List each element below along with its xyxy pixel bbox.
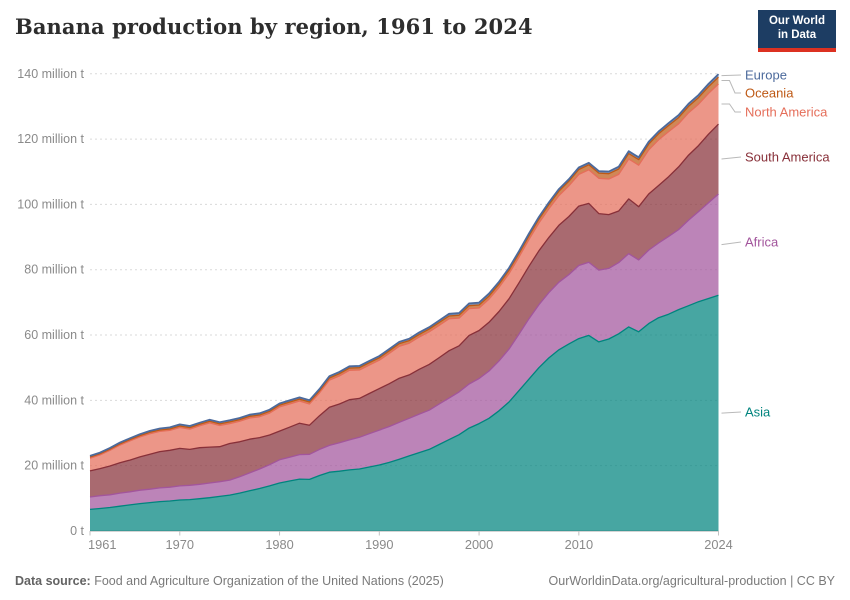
data-source-label: Data source: <box>15 574 91 588</box>
line-europe <box>89 73 720 457</box>
legend-connector <box>721 241 742 246</box>
legend-label-north-america[interactable]: North America <box>745 105 828 120</box>
legend-label-africa[interactable]: Africa <box>745 235 779 250</box>
line-south-america <box>89 123 719 472</box>
legend-label-oceania[interactable]: Oceania <box>745 86 794 101</box>
line-oceania <box>89 76 719 458</box>
x-tick-label: 1990 <box>365 537 393 552</box>
line-asia <box>89 294 719 511</box>
chart-footer: Data source: Food and Agriculture Organi… <box>15 574 835 588</box>
owid-logo-line1: Our World <box>768 15 825 28</box>
y-tick-label: 0 t <box>70 524 84 538</box>
legend-label-europe[interactable]: Europe <box>745 68 787 83</box>
owid-logo-text: Our World in Data <box>769 15 825 43</box>
footer-separator: | <box>786 574 797 588</box>
legend-label-asia[interactable]: Asia <box>745 405 771 420</box>
footer-attribution: OurWorldinData.org/agricultural-producti… <box>549 574 835 588</box>
area-asia[interactable] <box>90 295 719 531</box>
license-label: CC BY <box>796 574 835 588</box>
legend-connector <box>721 411 742 414</box>
data-source-text: Food and Agriculture Organization of the… <box>94 574 444 588</box>
owid-url-link[interactable]: OurWorldinData.org/agricultural-producti… <box>548 574 787 588</box>
data-source: Data source: Food and Agriculture Organi… <box>15 574 444 588</box>
line-north-america <box>89 83 719 459</box>
area-south-america[interactable] <box>90 124 719 497</box>
legend-connector <box>721 103 741 113</box>
owid-logo-line2: in Data <box>777 29 817 41</box>
legend-label-south-america[interactable]: South America <box>745 150 830 165</box>
owid-logo[interactable]: Our World in Data <box>758 10 836 52</box>
y-tick-label: 60 million t <box>24 328 84 342</box>
page-title: Banana production by region, 1961 to 202… <box>15 14 533 39</box>
y-tick-label: 100 million t <box>17 197 84 211</box>
y-tick-label: 80 million t <box>24 263 84 277</box>
y-tick-label: 120 million t <box>17 132 84 146</box>
x-tick-label: 2000 <box>465 537 493 552</box>
legend-connector <box>721 156 742 160</box>
legend-connector <box>721 79 741 94</box>
x-tick-label: 1961 <box>88 537 116 552</box>
x-tick-label: 2024 <box>704 537 732 552</box>
x-tick-label: 2010 <box>565 537 593 552</box>
y-tick-label: 20 million t <box>24 459 84 473</box>
legend-connector <box>721 74 742 77</box>
y-tick-label: 40 million t <box>24 393 84 407</box>
line-africa <box>89 193 719 498</box>
x-tick-label: 1980 <box>265 537 293 552</box>
area-africa[interactable] <box>90 194 719 510</box>
y-tick-label: 140 million t <box>17 67 84 81</box>
x-tick-label: 1970 <box>166 537 194 552</box>
